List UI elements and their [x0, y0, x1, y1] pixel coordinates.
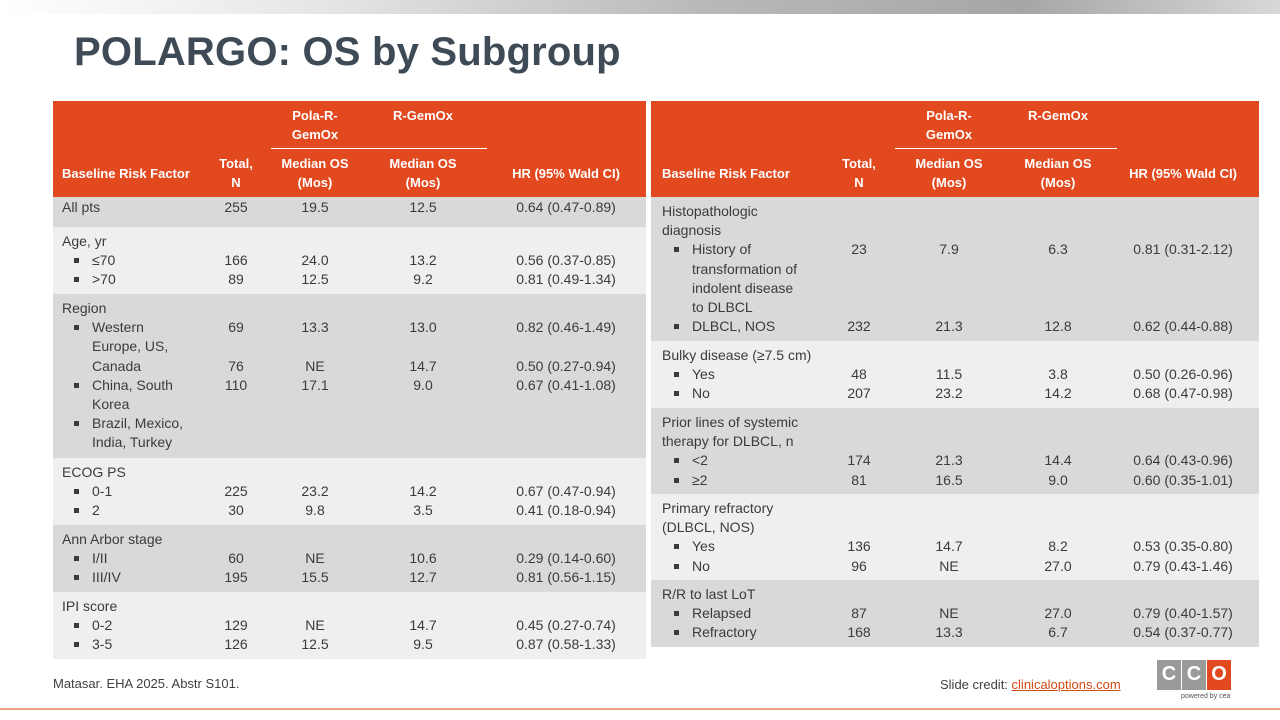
header-median-pola: Median OS (Mos) [281, 156, 349, 190]
table-row: 2 30 9.8 3.5 0.41 (0.18-0.94) [53, 501, 646, 520]
bullet-icon [674, 458, 679, 464]
table-header: Baseline Risk Factor Total, N Pola-R-Gem… [53, 101, 646, 197]
table-row: <2 174 21.3 14.4 0.64 (0.43-0.96) [651, 451, 1259, 470]
table-row: Western 69 13.3 13.0 0.82 (0.46-1.49) [53, 318, 646, 337]
bullet-icon [74, 382, 79, 388]
table-row: China, South 110 17.1 9.0 0.67 (0.41-1.0… [53, 376, 646, 395]
bullet-icon [74, 489, 79, 495]
group-rr-last-lot: R/R to last LoT Relapsed 87 NE 27.0 0.79… [651, 580, 1259, 647]
logo-letter-o: O [1207, 660, 1231, 690]
bullet-icon [74, 575, 79, 581]
bullet-icon [674, 247, 679, 253]
header-pola: Pola-R-GemOx [291, 108, 339, 142]
table-row: No 207 23.2 14.2 0.68 (0.47-0.98) [651, 384, 1259, 403]
group-prior-lines: Prior lines of systemic therapy for DLBC… [651, 408, 1259, 494]
table-row: ≤70 166 24.0 13.2 0.56 (0.37-0.85) [53, 251, 646, 270]
bullet-icon [674, 630, 679, 636]
header-total: Total, N [219, 156, 253, 190]
group-primary-refractory: Primary refractory (DLBCL, NOS) Yes 136 … [651, 494, 1259, 580]
table-row: ≥2 81 16.5 9.0 0.60 (0.35-1.01) [651, 471, 1259, 490]
group-ann-arbor: Ann Arbor stage I/II 60 NE 10.6 0.29 (0.… [53, 525, 646, 592]
bullet-icon [674, 391, 679, 397]
group-histopathologic: Histopathologic diagnosis History of 23 … [651, 197, 1259, 341]
table-row: 0-2 129 NE 14.7 0.45 (0.27-0.74) [53, 616, 646, 635]
header-rgemox: R-GemOx [393, 108, 453, 123]
group-ecog: ECOG PS 0-1 225 23.2 14.2 0.67 (0.47-0.9… [53, 458, 646, 525]
right-subgroup-table: Baseline Risk Factor Total, N Pola-R-Gem… [651, 101, 1259, 647]
table-row: 0-1 225 23.2 14.2 0.67 (0.47-0.94) [53, 482, 646, 501]
group-region: Region Western 69 13.3 13.0 0.82 (0.46-1… [53, 294, 646, 458]
cco-logo: C C O powered by cea [1157, 660, 1233, 706]
table-row: I/II 60 NE 10.6 0.29 (0.14-0.60) [53, 549, 646, 568]
bullet-icon [74, 277, 79, 283]
header-risk-factor: Baseline Risk Factor [662, 166, 790, 181]
header-risk-factor: Baseline Risk Factor [62, 166, 190, 181]
table-row: Canada 76 NE 14.7 0.50 (0.27-0.94) [92, 357, 616, 374]
table-row: Relapsed 87 NE 27.0 0.79 (0.40-1.57) [651, 604, 1259, 623]
bullet-icon [74, 325, 79, 331]
header-divider [271, 148, 487, 149]
table-row: History of 23 7.9 6.3 0.81 (0.31-2.12) [651, 240, 1259, 259]
bullet-icon [74, 421, 79, 427]
header-hr: HR (95% Wald CI) [1129, 166, 1237, 181]
bullet-icon [74, 508, 79, 514]
table-row: Yes 136 14.7 8.2 0.53 (0.35-0.80) [651, 537, 1259, 556]
table-header: Baseline Risk Factor Total, N Pola-R-Gem… [651, 101, 1259, 197]
bullet-icon [674, 324, 679, 330]
header-median-r: Median OS (Mos) [1024, 156, 1092, 190]
header-pola: Pola-R-GemOx [925, 108, 973, 142]
logo-letter-c1: C [1157, 660, 1181, 690]
header-rgemox: R-GemOx [1028, 108, 1088, 123]
bullet-icon [74, 258, 79, 264]
bullet-icon [674, 544, 679, 550]
table-row: Yes 48 11.5 3.8 0.50 (0.26-0.96) [651, 365, 1259, 384]
header-median-r: Median OS (Mos) [389, 156, 457, 190]
bottom-rule [0, 708, 1280, 710]
table-row: No 96 NE 27.0 0.79 (0.43-1.46) [651, 557, 1259, 576]
bullet-icon [674, 477, 679, 483]
bullet-icon [74, 556, 79, 562]
header-divider [895, 148, 1117, 149]
table-row: 3-5 126 12.5 9.5 0.87 (0.58-1.33) [53, 635, 646, 654]
bullet-icon [74, 623, 79, 629]
table-row: >70 89 12.5 9.2 0.81 (0.49-1.34) [53, 270, 646, 289]
table-row: III/IV 195 15.5 12.7 0.81 (0.56-1.15) [53, 568, 646, 587]
logo-letter-c2: C [1182, 660, 1206, 690]
page-title: POLARGO: OS by Subgroup [74, 30, 621, 74]
group-ipi: IPI score 0-2 129 NE 14.7 0.45 (0.27-0.7… [53, 592, 646, 659]
table-row: Refractory 168 13.3 6.7 0.54 (0.37-0.77) [651, 623, 1259, 642]
header-hr: HR (95% Wald CI) [512, 166, 620, 181]
group-age: Age, yr ≤70 166 24.0 13.2 0.56 (0.37-0.8… [53, 227, 646, 294]
group-bulky-disease: Bulky disease (≥7.5 cm) Yes 48 11.5 3.8 … [651, 341, 1259, 408]
bullet-icon [674, 372, 679, 378]
citation: Matasar. EHA 2025. Abstr S101. [53, 676, 240, 691]
bullet-icon [674, 563, 679, 569]
header-median-pola: Median OS (Mos) [915, 156, 983, 190]
table-row: DLBCL, NOS 232 21.3 12.8 0.62 (0.44-0.88… [651, 317, 1259, 336]
bullet-icon [74, 642, 79, 648]
top-gradient-bar [0, 0, 1280, 14]
logo-powered-by: powered by cea [1181, 693, 1231, 700]
group-all-pts: All pts 255 19.5 12.5 0.64 (0.47-0.89) [53, 197, 646, 227]
slide-credit: Slide credit: clinicaloptions.com [940, 677, 1121, 692]
left-subgroup-table: Baseline Risk Factor Total, N Pola-R-Gem… [53, 101, 646, 659]
bullet-icon [674, 611, 679, 617]
header-total: Total, N [842, 156, 876, 190]
table-row: All pts 255 19.5 12.5 0.64 (0.47-0.89) [62, 199, 616, 215]
credit-link[interactable]: clinicaloptions.com [1011, 677, 1121, 692]
